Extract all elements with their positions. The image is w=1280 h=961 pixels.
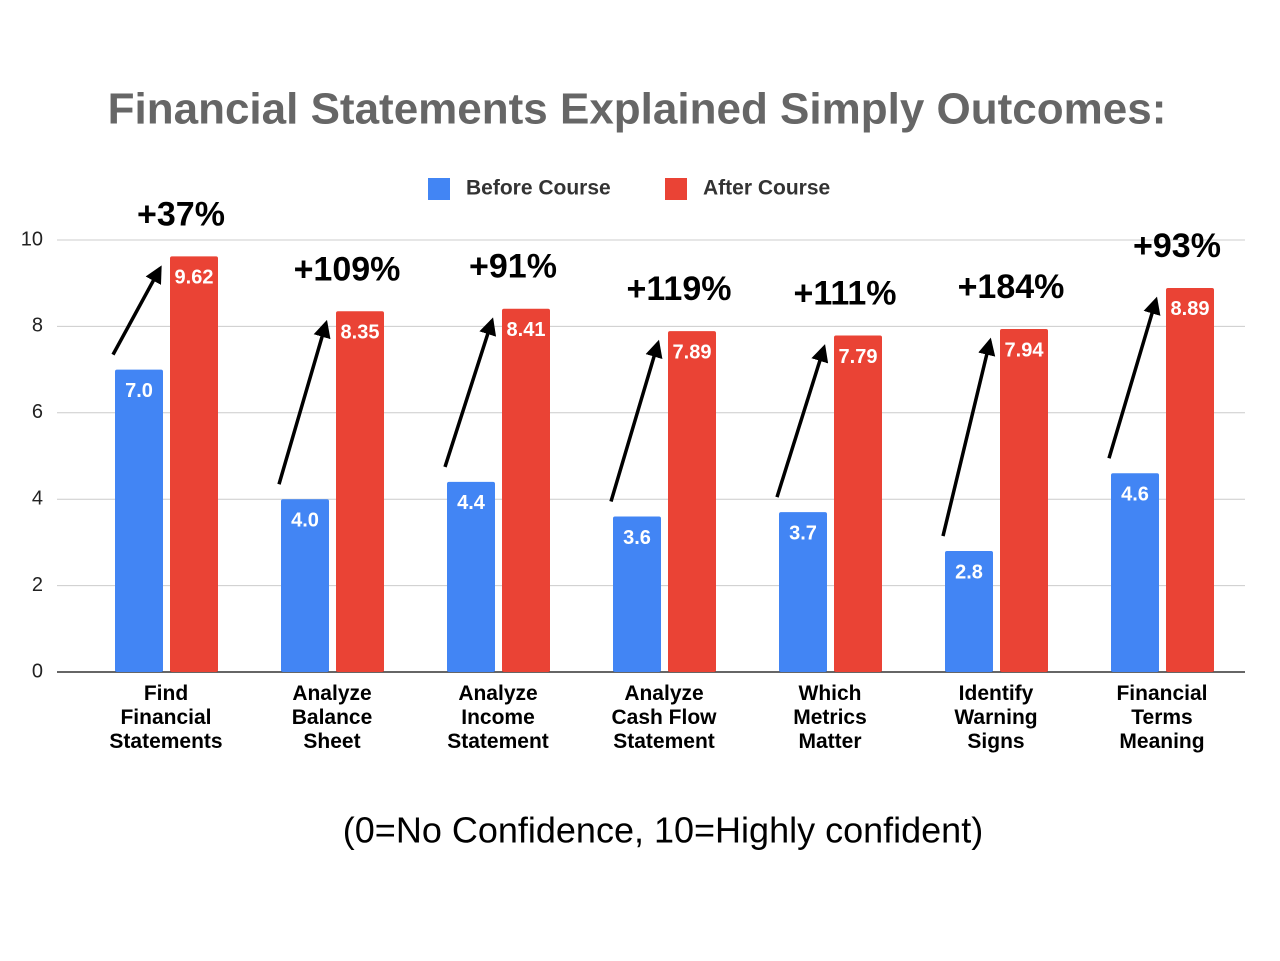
bar <box>170 256 218 672</box>
x-tick-label: Identify Warning Signs <box>954 682 1038 753</box>
bar <box>1000 328 1048 672</box>
value-label: 7.79 <box>839 346 878 368</box>
value-label: 9.62 <box>175 267 214 289</box>
x-tick-label: Analyze Balance Sheet <box>291 682 373 753</box>
y-tick-label: 0 <box>32 660 43 682</box>
bar <box>1111 473 1159 672</box>
bar <box>115 369 163 672</box>
y-tick-label: 6 <box>32 401 43 423</box>
bar <box>779 512 827 672</box>
legend-swatch <box>428 178 450 200</box>
arrow <box>443 317 497 468</box>
bar <box>336 311 384 672</box>
bar <box>613 516 661 672</box>
bar <box>668 331 716 672</box>
bar <box>945 551 993 672</box>
annotation: +109% <box>294 250 401 288</box>
legend-label: After Course <box>703 177 830 200</box>
arrow <box>941 337 996 537</box>
value-label: 8.35 <box>341 322 380 344</box>
legend-label: Before Course <box>466 177 611 200</box>
y-tick-label: 4 <box>32 487 43 509</box>
annotation: +184% <box>958 268 1065 306</box>
value-label: 3.6 <box>623 527 651 549</box>
bar <box>834 335 882 672</box>
x-tick-label: Find Financial Statements <box>109 682 223 753</box>
bar <box>281 499 329 672</box>
annotation: +119% <box>627 270 732 308</box>
value-label: 4.4 <box>457 492 486 514</box>
bar <box>447 481 495 672</box>
annotation: +91% <box>469 248 557 286</box>
value-label: 4.0 <box>291 509 319 531</box>
value-label: 8.89 <box>1171 298 1210 320</box>
x-tick-label: Analyze Income Statement <box>447 682 549 753</box>
x-tick-label: Financial Terms Meaning <box>1116 682 1208 753</box>
arrow <box>277 319 331 485</box>
annotation: +93% <box>1133 227 1221 265</box>
value-label: 7.89 <box>673 341 712 363</box>
chart-title: Financial Statements Explained Simply Ou… <box>108 85 1167 134</box>
arrow <box>775 344 829 498</box>
value-label: 2.8 <box>955 561 983 583</box>
value-label: 7.0 <box>125 380 153 402</box>
annotation: +111% <box>793 274 896 312</box>
bar <box>502 308 550 672</box>
value-label: 8.41 <box>507 319 546 341</box>
value-label: 4.6 <box>1121 484 1149 506</box>
x-tick-label: Which Metrics Matter <box>793 682 867 753</box>
y-tick-label: 8 <box>32 315 43 337</box>
bar <box>1166 287 1214 672</box>
chart-note: (0=No Confidence, 10=Highly confident) <box>343 810 983 851</box>
y-tick-label: 2 <box>32 574 43 596</box>
arrow <box>111 265 162 356</box>
value-label: 3.7 <box>789 522 817 544</box>
annotation: +37% <box>137 195 225 233</box>
arrow <box>609 339 663 502</box>
value-label: 7.94 <box>1005 339 1045 361</box>
y-tick-label: 10 <box>21 228 43 250</box>
legend-swatch <box>665 178 687 200</box>
x-tick-label: Analyze Cash Flow Statement <box>611 682 717 753</box>
arrow <box>1107 296 1161 459</box>
